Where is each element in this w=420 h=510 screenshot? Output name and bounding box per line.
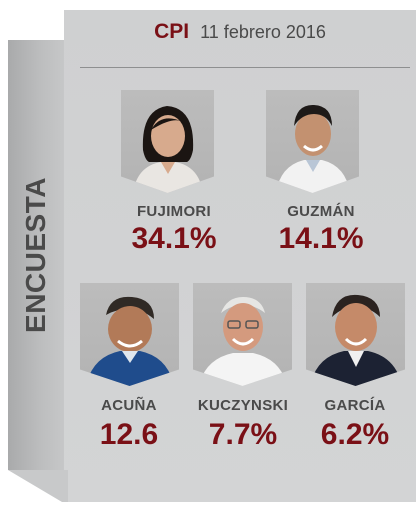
candidate-photo-garcia (306, 283, 405, 386)
candidate-photo-woman-icon (133, 106, 203, 193)
candidate-name: GUZMÁN (287, 203, 355, 220)
candidate-name: GARCÍA (324, 397, 386, 414)
candidate-photo-acuna (80, 283, 179, 386)
candidate-name: FUJIMORI (136, 203, 212, 220)
candidate-value: 6.2% (320, 418, 390, 451)
candidate-photo-guzman (266, 90, 359, 193)
candidate-photo-man-icon (310, 294, 402, 386)
candidate-photo-kuczynski (193, 283, 292, 386)
candidate-value: 12.6 (99, 418, 159, 451)
candidate-name: KUCZYNSKI (197, 397, 289, 414)
candidate-photo-man-icon (276, 104, 350, 193)
candidate-photo-fujimori (121, 90, 214, 193)
candidate-photo-man-icon (199, 297, 287, 386)
side-label: ENCUESTA (20, 177, 51, 333)
candidate-value: 14.1% (278, 222, 364, 255)
side-panel (8, 40, 64, 470)
poll-source: CPI (154, 20, 190, 43)
candidate-photo-man-icon (86, 296, 174, 386)
candidate-value: 7.7% (208, 418, 278, 451)
candidate-value: 34.1% (131, 222, 217, 255)
header-divider (80, 67, 410, 68)
panel-bottom-edge (8, 470, 68, 502)
candidate-name: ACUÑA (101, 397, 157, 414)
poll-date: 11 febrero 2016 (200, 22, 326, 42)
poll-header: CPI 11 febrero 2016 (64, 20, 416, 44)
